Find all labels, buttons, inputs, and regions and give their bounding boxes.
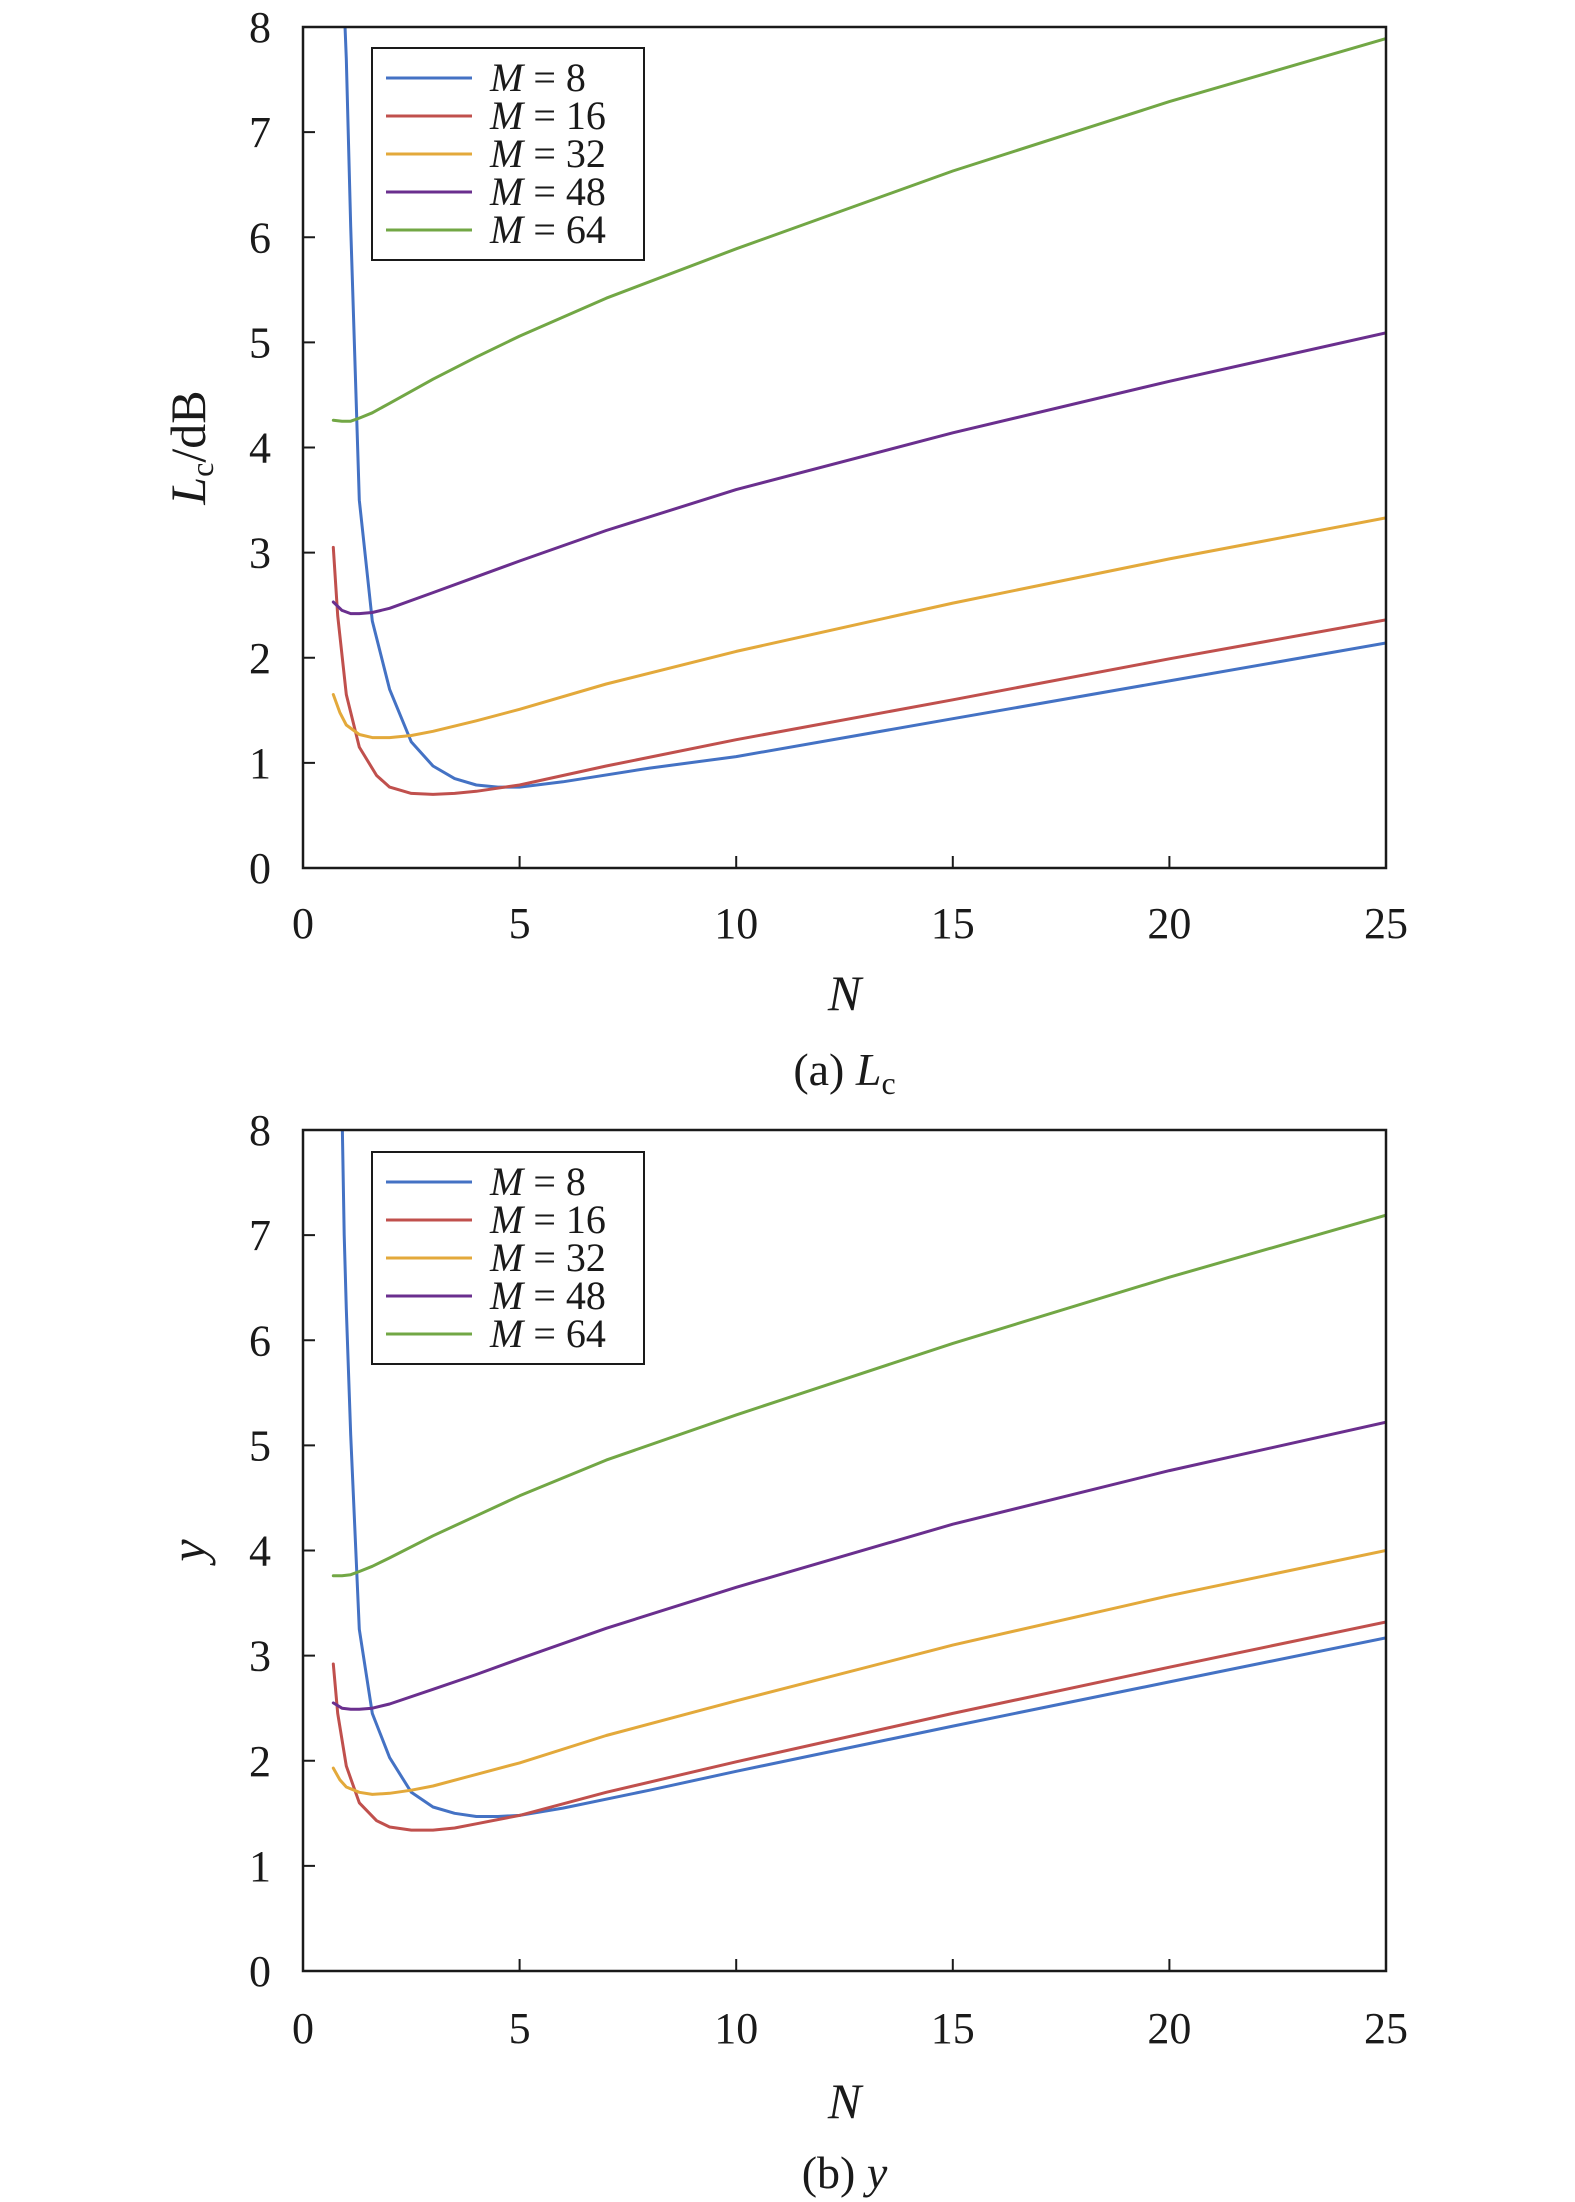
caption-var: y	[863, 2147, 888, 2198]
legend-label-value: = 48	[523, 1273, 606, 1318]
legend-label-value: = 64	[523, 207, 606, 252]
legend-label-value: = 64	[523, 1311, 606, 1356]
series-line-m32	[331, 516, 1386, 740]
legend-label-value: = 48	[523, 169, 606, 214]
x-tick-label: 20	[1147, 899, 1191, 948]
caption-prefix: (b)	[802, 2147, 867, 2198]
legend-label: M = 8	[489, 1159, 586, 1204]
y-tick-label: 0	[249, 844, 271, 893]
x-tick-label: 25	[1364, 899, 1408, 948]
y-tick-label: 2	[249, 1737, 271, 1786]
caption-subscript: c	[881, 1065, 895, 1101]
legend: M = 8M = 16M = 32M = 48M = 64	[371, 47, 645, 261]
y-tick-label: 2	[249, 634, 271, 683]
x-tick-label: 25	[1364, 2004, 1408, 2053]
y-tick-label: 8	[249, 3, 271, 52]
legend-label-var: M	[489, 1197, 526, 1242]
legend-label-var: M	[489, 1273, 526, 1318]
legend-label-value: = 8	[523, 1159, 586, 1204]
x-axis-title: N	[827, 965, 864, 1021]
series-line-m32	[331, 1549, 1386, 1796]
series-line-m64	[331, 37, 1386, 423]
series-line-m8	[343, 27, 1386, 789]
series-line-m8	[340, 1130, 1386, 1818]
legend: M = 8M = 16M = 32M = 48M = 64	[371, 1151, 645, 1365]
x-tick-label: 15	[931, 2004, 975, 2053]
y-tick-label: 0	[249, 1947, 271, 1996]
legend-label: M = 48	[489, 1273, 606, 1318]
y-tick-label: 3	[249, 1632, 271, 1681]
legend-label-value: = 32	[523, 1235, 606, 1280]
x-tick-label: 10	[714, 899, 758, 948]
legend-label: M = 32	[489, 131, 606, 176]
y-tick-label: 6	[249, 213, 271, 262]
y-tick-label: 1	[249, 1842, 271, 1891]
legend-label: M = 64	[489, 1311, 606, 1356]
x-tick-label: 20	[1147, 2004, 1191, 2053]
legend-label-value: = 8	[523, 55, 586, 100]
legend-label: M = 8	[489, 55, 586, 100]
y-axis-title-subscript: c	[184, 463, 220, 477]
legend-label: M = 48	[489, 169, 606, 214]
y-tick-label: 5	[249, 318, 271, 367]
series-line-m64	[331, 1213, 1386, 1578]
y-axis-title-var: y	[160, 1539, 216, 1567]
y-tick-label: 7	[249, 1211, 271, 1260]
legend-label: M = 16	[489, 1197, 606, 1242]
panel-caption: (b) y	[802, 2147, 888, 2198]
series-line-m16	[331, 1620, 1386, 1832]
legend-label-var: M	[489, 55, 526, 100]
x-tick-label: 5	[509, 2004, 531, 2053]
caption-prefix: (a)	[793, 1044, 856, 1095]
legend-label-value: = 16	[523, 1197, 606, 1242]
series-line-m48	[331, 1420, 1386, 1711]
y-tick-label: 4	[249, 1527, 271, 1576]
x-axis-title: N	[827, 2073, 864, 2129]
series-line-m48	[331, 331, 1386, 616]
y-tick-label: 4	[249, 424, 271, 473]
x-tick-label: 15	[931, 899, 975, 948]
x-tick-label: 5	[509, 899, 531, 948]
legend-label-value: = 32	[523, 131, 606, 176]
legend-label: M = 64	[489, 207, 606, 252]
series-line-m16	[331, 545, 1386, 796]
legend-label-var: M	[489, 169, 526, 214]
series-group	[331, 27, 1386, 796]
panel-caption: (a) Lc	[793, 1044, 895, 1101]
legend-label-var: M	[489, 131, 526, 176]
legend-label-value: = 16	[523, 93, 606, 138]
legend-label-var: M	[489, 1159, 526, 1204]
legend-label: M = 16	[489, 93, 606, 138]
y-axis-title: y	[160, 1539, 216, 1567]
y-tick-label: 3	[249, 529, 271, 578]
y-axis-title-unit: /dB	[160, 390, 216, 462]
legend-label: M = 32	[489, 1235, 606, 1280]
y-tick-label: 8	[249, 1106, 271, 1155]
legend-label-var: M	[489, 93, 526, 138]
y-axis-title-var: L	[160, 477, 216, 506]
x-tick-label: 0	[292, 2004, 314, 2053]
legend-label-var: M	[489, 1235, 526, 1280]
y-tick-label: 7	[249, 108, 271, 157]
x-tick-label: 10	[714, 2004, 758, 2053]
legend-label-var: M	[489, 1311, 526, 1356]
y-tick-label: 5	[249, 1421, 271, 1470]
series-group	[331, 1130, 1386, 1832]
y-tick-label: 6	[249, 1316, 271, 1365]
y-tick-label: 1	[249, 739, 271, 788]
y-axis-title: Lc/dB	[160, 390, 220, 505]
x-tick-label: 0	[292, 899, 314, 948]
caption-var: L	[855, 1044, 882, 1095]
legend-label-var: M	[489, 207, 526, 252]
